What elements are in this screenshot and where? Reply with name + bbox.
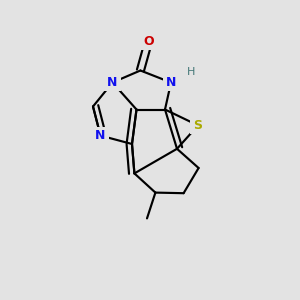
FancyBboxPatch shape (92, 127, 109, 144)
FancyBboxPatch shape (163, 74, 179, 91)
FancyBboxPatch shape (140, 33, 157, 50)
Text: O: O (143, 35, 154, 48)
Text: N: N (166, 76, 176, 89)
Text: N: N (107, 76, 118, 89)
FancyBboxPatch shape (183, 64, 200, 80)
FancyBboxPatch shape (190, 117, 206, 134)
Text: S: S (194, 119, 202, 132)
Text: H: H (187, 67, 196, 77)
FancyBboxPatch shape (104, 74, 121, 91)
Text: N: N (95, 129, 106, 142)
